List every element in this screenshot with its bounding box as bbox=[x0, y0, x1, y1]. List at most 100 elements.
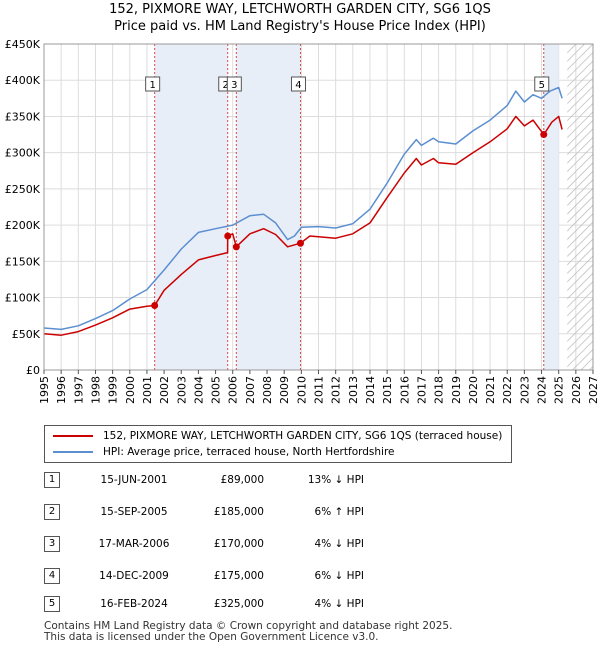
sale-number: 1 bbox=[44, 472, 60, 488]
x-tick-label: 2001 bbox=[141, 376, 154, 404]
y-tick-label: £50K bbox=[12, 328, 41, 341]
sale-hpi-diff: 4% ↓ HPI bbox=[314, 598, 364, 610]
y-tick-label: £300K bbox=[5, 147, 41, 160]
x-tick-label: 2020 bbox=[467, 376, 480, 404]
sale-point bbox=[232, 243, 240, 251]
sale-date: 17-MAR-2006 bbox=[98, 538, 170, 550]
x-tick-label: 2022 bbox=[501, 376, 514, 404]
sale-period-shade bbox=[236, 44, 301, 370]
table-row: 5 16-FEB-2024 £325,000 4% ↓ HPI bbox=[44, 596, 444, 616]
x-tick-label: 2012 bbox=[330, 376, 343, 404]
sale-price: £89,000 bbox=[220, 474, 264, 486]
x-tick-label: 2004 bbox=[192, 376, 205, 404]
sale-point bbox=[540, 131, 548, 139]
sale-date: 15-JUN-2001 bbox=[100, 474, 168, 486]
legend-label-property: 152, PIXMORE WAY, LETCHWORTH GARDEN CITY… bbox=[103, 430, 503, 442]
hpi-line bbox=[43, 86, 563, 331]
y-tick-label: £100K bbox=[5, 292, 41, 305]
x-tick-label: 1997 bbox=[72, 376, 85, 404]
x-tick-label: 2013 bbox=[347, 376, 360, 404]
footer-licence: This data is licensed under the Open Gov… bbox=[44, 631, 379, 643]
x-tick-label: 2017 bbox=[415, 376, 428, 404]
chart-title: 152, PIXMORE WAY, LETCHWORTH GARDEN CITY… bbox=[109, 2, 491, 17]
legend-swatch-property bbox=[53, 435, 93, 437]
x-tick-label: 2023 bbox=[518, 376, 531, 404]
x-tick-label: 2000 bbox=[124, 376, 137, 404]
projection-hatch bbox=[567, 44, 593, 370]
sale-number-label: 4 bbox=[295, 80, 301, 91]
sale-point bbox=[296, 239, 304, 247]
sale-number-box bbox=[290, 76, 306, 92]
x-tick-label: 2009 bbox=[278, 376, 291, 404]
x-tick-label: 2015 bbox=[381, 376, 394, 404]
x-tick-label: 2002 bbox=[158, 376, 171, 404]
y-tick-label: £400K bbox=[5, 74, 41, 87]
sale-number-box bbox=[534, 76, 550, 92]
chart-subtitle: Price paid vs. HM Land Registry's House … bbox=[114, 19, 486, 34]
sale-number-label: 2 bbox=[223, 80, 229, 91]
sale-hpi-diff: 4% ↓ HPI bbox=[314, 538, 364, 550]
sale-point bbox=[151, 302, 159, 310]
sale-number-label: 3 bbox=[231, 80, 237, 91]
sale-point bbox=[224, 232, 232, 240]
x-tick-label: 2003 bbox=[175, 376, 188, 404]
x-tick-label: 2010 bbox=[295, 376, 308, 404]
sale-number-label: 5 bbox=[539, 80, 545, 91]
sale-date: 15-SEP-2005 bbox=[100, 506, 168, 518]
x-tick-label: 2014 bbox=[364, 376, 377, 404]
sale-period-shade bbox=[154, 44, 228, 370]
x-tick-label: 1996 bbox=[55, 376, 68, 404]
sale-price: £170,000 bbox=[213, 538, 264, 550]
sale-hpi-diff: 6% ↓ HPI bbox=[314, 570, 364, 582]
footer-copyright: Contains HM Land Registry data © Crown c… bbox=[44, 620, 453, 632]
x-tick-label: 2025 bbox=[553, 376, 566, 404]
y-tick-label: £200K bbox=[5, 219, 41, 232]
y-tick-label: £250K bbox=[5, 183, 41, 196]
chart-legend: 152, PIXMORE WAY, LETCHWORTH GARDEN CITY… bbox=[44, 425, 512, 463]
table-row: 1 15-JUN-2001 £89,000 13% ↓ HPI bbox=[44, 472, 444, 492]
x-tick-label: 2024 bbox=[536, 376, 549, 404]
x-tick-label: 1998 bbox=[89, 376, 102, 404]
sale-number: 3 bbox=[44, 536, 60, 552]
x-tick-label: 2005 bbox=[210, 376, 223, 404]
table-row: 3 17-MAR-2006 £170,000 4% ↓ HPI bbox=[44, 536, 444, 556]
table-row: 2 15-SEP-2005 £185,000 6% ↑ HPI bbox=[44, 504, 444, 524]
x-tick-label: 2019 bbox=[450, 376, 463, 404]
table-row: 4 14-DEC-2009 £175,000 6% ↓ HPI bbox=[44, 568, 444, 588]
sale-number: 2 bbox=[44, 504, 60, 520]
sale-price: £185,000 bbox=[213, 506, 264, 518]
x-tick-label: 1995 bbox=[38, 376, 51, 404]
x-tick-label: 2011 bbox=[313, 376, 326, 404]
sale-number: 4 bbox=[44, 568, 60, 584]
x-tick-label: 2027 bbox=[587, 376, 600, 404]
sale-number-label: 1 bbox=[149, 80, 155, 91]
sale-price: £175,000 bbox=[213, 570, 264, 582]
sale-date: 14-DEC-2009 bbox=[99, 570, 169, 582]
legend-swatch-hpi bbox=[53, 451, 93, 453]
sale-date: 16-FEB-2024 bbox=[100, 598, 168, 610]
attribution-footer: Contains HM Land Registry data © Crown c… bbox=[44, 621, 452, 643]
x-tick-label: 1999 bbox=[107, 376, 120, 404]
sale-hpi-diff: 6% ↑ HPI bbox=[314, 506, 364, 518]
legend-item-property: 152, PIXMORE WAY, LETCHWORTH GARDEN CITY… bbox=[53, 428, 502, 444]
legend-label-hpi: HPI: Average price, terraced house, Nort… bbox=[103, 446, 395, 458]
x-tick-label: 2007 bbox=[244, 376, 257, 404]
sale-number-box bbox=[145, 76, 161, 92]
sale-number-box bbox=[226, 76, 242, 92]
sale-price: £325,000 bbox=[213, 598, 264, 610]
legend-item-hpi: HPI: Average price, terraced house, Nort… bbox=[53, 444, 395, 460]
x-tick-label: 2026 bbox=[570, 376, 583, 404]
x-tick-label: 2006 bbox=[227, 376, 240, 404]
x-tick-label: 2021 bbox=[484, 376, 497, 404]
y-tick-label: £350K bbox=[5, 110, 41, 123]
y-tick-label: £450K bbox=[5, 38, 41, 51]
sale-number: 5 bbox=[44, 596, 60, 612]
y-tick-label: £0 bbox=[26, 364, 40, 377]
x-tick-label: 2016 bbox=[398, 376, 411, 404]
x-tick-label: 2008 bbox=[261, 376, 274, 404]
y-tick-label: £150K bbox=[5, 255, 41, 268]
sale-period-shade bbox=[543, 44, 559, 370]
x-tick-label: 2018 bbox=[433, 376, 446, 404]
sale-hpi-diff: 13% ↓ HPI bbox=[307, 474, 364, 486]
